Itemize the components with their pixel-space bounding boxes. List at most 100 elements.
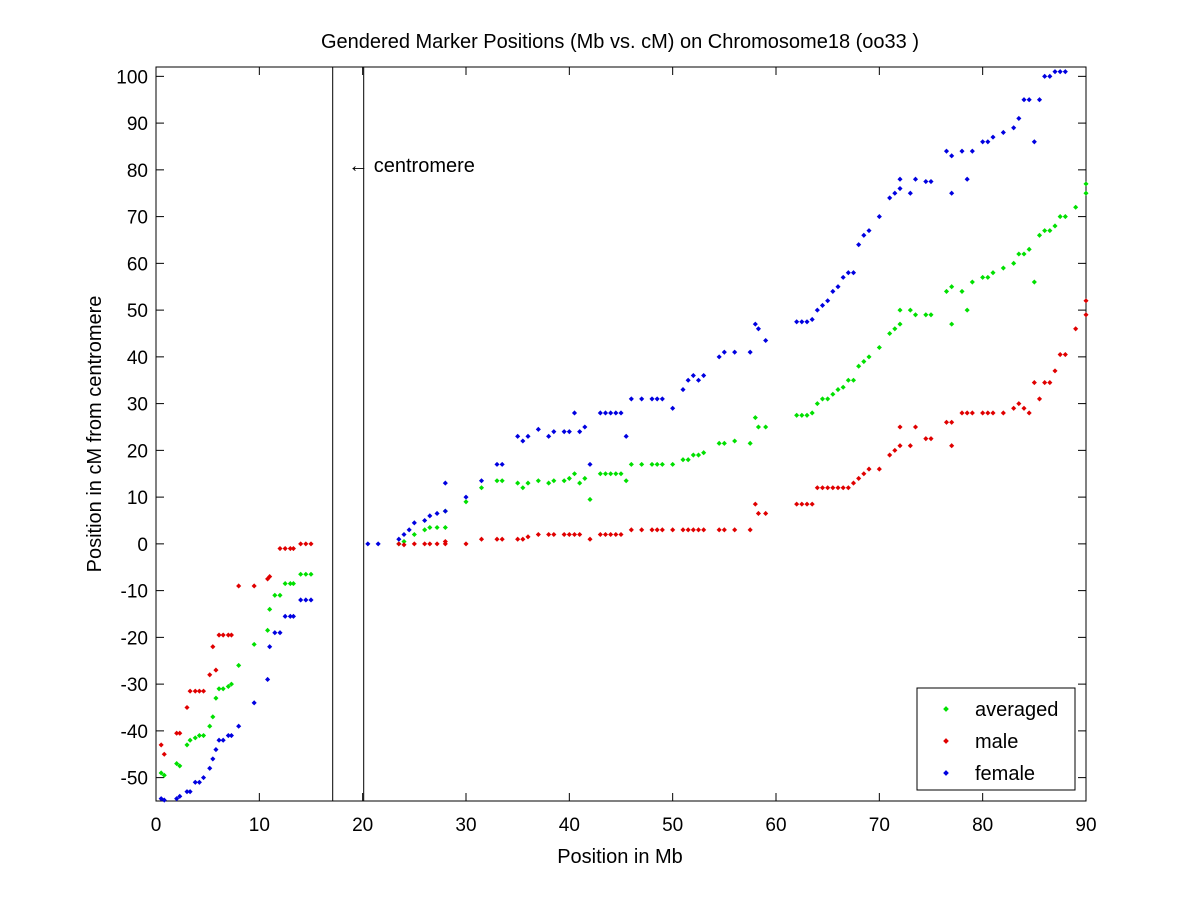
data-point-averaged — [861, 358, 867, 365]
data-point-averaged — [845, 377, 851, 383]
data-point-averaged — [551, 478, 557, 484]
legend-label-female: female — [975, 763, 1035, 785]
data-point-female — [546, 433, 552, 439]
data-point-female — [840, 274, 846, 280]
y-tick-label: -20 — [121, 628, 148, 649]
data-point-female — [850, 270, 857, 276]
data-point-male — [659, 527, 665, 533]
data-point-male — [1031, 380, 1037, 386]
centromere-lines — [332, 67, 365, 801]
legend-marker-averaged — [943, 706, 949, 712]
x-tick-label: 70 — [869, 815, 890, 836]
data-point-female — [887, 195, 893, 201]
data-point-averaged — [814, 401, 820, 407]
data-point-male — [613, 531, 619, 538]
data-point-female — [695, 377, 702, 383]
data-point-male — [628, 527, 634, 533]
data-point-male — [825, 485, 831, 491]
data-point-male — [566, 531, 572, 538]
data-point-averaged — [639, 461, 645, 467]
data-point-female — [701, 373, 707, 379]
data-point-male — [1073, 326, 1079, 332]
data-point-female — [1057, 69, 1063, 75]
x-tick-label: 0 — [151, 815, 162, 836]
y-tick-label: 50 — [127, 301, 148, 322]
data-point-female — [1042, 73, 1048, 79]
data-point-averaged — [427, 524, 433, 531]
data-point-averaged — [969, 279, 975, 285]
chart-title: Gendered Marker Positions (Mb vs. cM) on… — [321, 31, 919, 53]
y-tick-label: -50 — [121, 769, 148, 790]
data-point-male — [551, 531, 557, 538]
data-point-female — [892, 190, 898, 196]
plot-area: 0 10 20 30 40 50 60 70 80 90 -50 -40 -30 -20 -10 0 10 20… — [116, 66, 1097, 836]
data-point-male — [799, 501, 805, 507]
y-tick-label: 100 — [116, 67, 148, 88]
data-point-averaged — [434, 524, 440, 531]
y-tick-label: -30 — [121, 675, 148, 696]
data-point-male — [840, 485, 846, 491]
data-point-male — [1042, 380, 1048, 386]
data-point-averaged — [1042, 228, 1048, 234]
data-point-female — [396, 536, 402, 542]
data-point-male — [695, 527, 702, 533]
data-point-averaged — [856, 363, 862, 369]
x-tick-label: 50 — [662, 815, 683, 836]
data-point-averaged — [990, 270, 996, 276]
x-tick-label: 90 — [1075, 815, 1096, 836]
data-point-male — [804, 501, 810, 507]
data-point-averaged — [303, 571, 309, 577]
data-point-averaged — [907, 307, 913, 313]
data-point-male — [602, 531, 609, 538]
data-point-male — [597, 531, 603, 538]
data-point-averaged — [897, 321, 903, 327]
data-point-male — [1052, 368, 1058, 374]
data-point-female — [515, 433, 521, 439]
y-tick-label: 90 — [127, 114, 148, 135]
data-point-male — [680, 527, 686, 533]
data-point-averaged — [690, 452, 696, 458]
x-tick-label: 80 — [972, 815, 993, 836]
data-point-male — [752, 501, 758, 507]
data-point-female — [654, 396, 660, 402]
data-point-male — [520, 536, 526, 542]
data-point-averaged — [685, 457, 691, 463]
data-point-averaged — [1031, 279, 1037, 285]
data-point-female — [282, 613, 288, 619]
data-point-averaged — [1073, 204, 1079, 210]
y-tick-label: 60 — [127, 254, 148, 275]
data-point-female — [752, 321, 758, 327]
data-point-female — [494, 461, 500, 467]
data-point-averaged — [1036, 232, 1043, 238]
y-tick-label: -40 — [121, 722, 148, 743]
data-point-female — [747, 349, 753, 355]
data-point-averaged — [499, 478, 505, 484]
data-point-averaged — [670, 461, 676, 467]
data-point-male — [897, 443, 903, 449]
data-point-female — [434, 510, 440, 517]
data-point-female — [499, 461, 505, 467]
data-point-female — [265, 676, 271, 682]
data-point-averaged — [1016, 251, 1022, 257]
y-tick-label: 40 — [127, 348, 148, 369]
x-axis-ticks: 0 10 20 30 40 50 60 70 80 90 — [151, 67, 1097, 836]
data-point-female — [551, 429, 557, 435]
data-point-averaged — [809, 410, 815, 416]
data-point-male — [943, 419, 950, 425]
data-point-female — [1031, 139, 1037, 145]
data-point-averaged — [566, 475, 572, 481]
x-tick-label: 60 — [765, 815, 786, 836]
data-point-male — [525, 534, 531, 540]
data-point-averaged — [478, 485, 485, 491]
data-point-averaged — [525, 480, 531, 486]
plot-frame — [155, 66, 1087, 802]
data-point-male — [422, 541, 428, 547]
data-point-averaged — [265, 627, 271, 633]
data-point-male — [1062, 351, 1068, 358]
data-point-averaged — [897, 307, 903, 313]
data-point-female — [478, 478, 485, 484]
data-point-male — [980, 410, 986, 416]
y-axis-ticks: -50 -40 -30 -20 -10 0 10 20 30 40 50 60 70 80 90 100 — [116, 67, 1086, 790]
legend-label-averaged: averaged — [975, 699, 1058, 721]
y-tick-label: 20 — [127, 441, 148, 462]
